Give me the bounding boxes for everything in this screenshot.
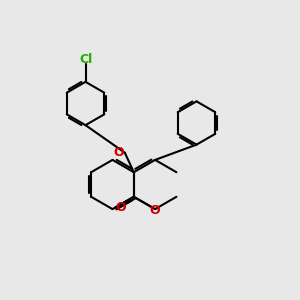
Text: Cl: Cl [79,53,92,66]
Text: O: O [150,204,160,217]
Text: O: O [116,201,126,214]
Text: O: O [113,146,124,159]
